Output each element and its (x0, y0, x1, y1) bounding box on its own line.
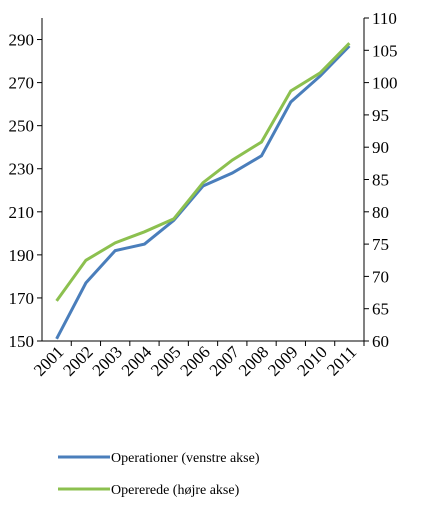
series-line (55, 42, 351, 302)
y-tick-label: 270 (9, 74, 35, 93)
legend-label: Opererede (højre akse) (111, 483, 240, 498)
y-tick-label: 170 (9, 289, 35, 308)
y-tick-label: 290 (9, 31, 35, 50)
x-tick-label: 2009 (264, 342, 301, 379)
y2-tick-label: 90 (372, 138, 389, 157)
x-tick-label: 2005 (147, 342, 184, 379)
y2-tick-label: 85 (372, 171, 389, 190)
y-tick-label: 150 (9, 332, 35, 351)
x-tick-label: 2001 (30, 342, 67, 379)
x-tick-label: 2006 (176, 342, 213, 379)
y-tick-label: 230 (9, 160, 35, 179)
y2-tick-label: 95 (372, 106, 389, 125)
y2-tick-label: 70 (372, 267, 389, 286)
x-tick-label: 2008 (235, 342, 272, 379)
y2-tick-label: 110 (372, 9, 397, 28)
x-tick-label: 2002 (59, 342, 96, 379)
y2-tick-label: 75 (372, 235, 389, 254)
x-tick-label: 2003 (89, 342, 126, 379)
x-tick-label: 2011 (323, 342, 360, 379)
y-tick-label: 190 (9, 246, 35, 265)
y2-tick-label: 65 (372, 300, 389, 319)
x-tick-label: 2010 (293, 342, 330, 379)
series-line (55, 44, 351, 340)
y-tick-label: 250 (9, 117, 35, 136)
x-tick-label: 2004 (118, 342, 156, 380)
y2-tick-label: 105 (372, 41, 398, 60)
legend-label: Operationer (venstre akse) (111, 451, 260, 466)
x-tick-label: 2007 (206, 342, 244, 380)
y2-tick-label: 80 (372, 203, 389, 222)
y-tick-label: 210 (9, 203, 35, 222)
y2-tick-label: 100 (372, 74, 398, 93)
y2-tick-label: 60 (372, 332, 389, 351)
